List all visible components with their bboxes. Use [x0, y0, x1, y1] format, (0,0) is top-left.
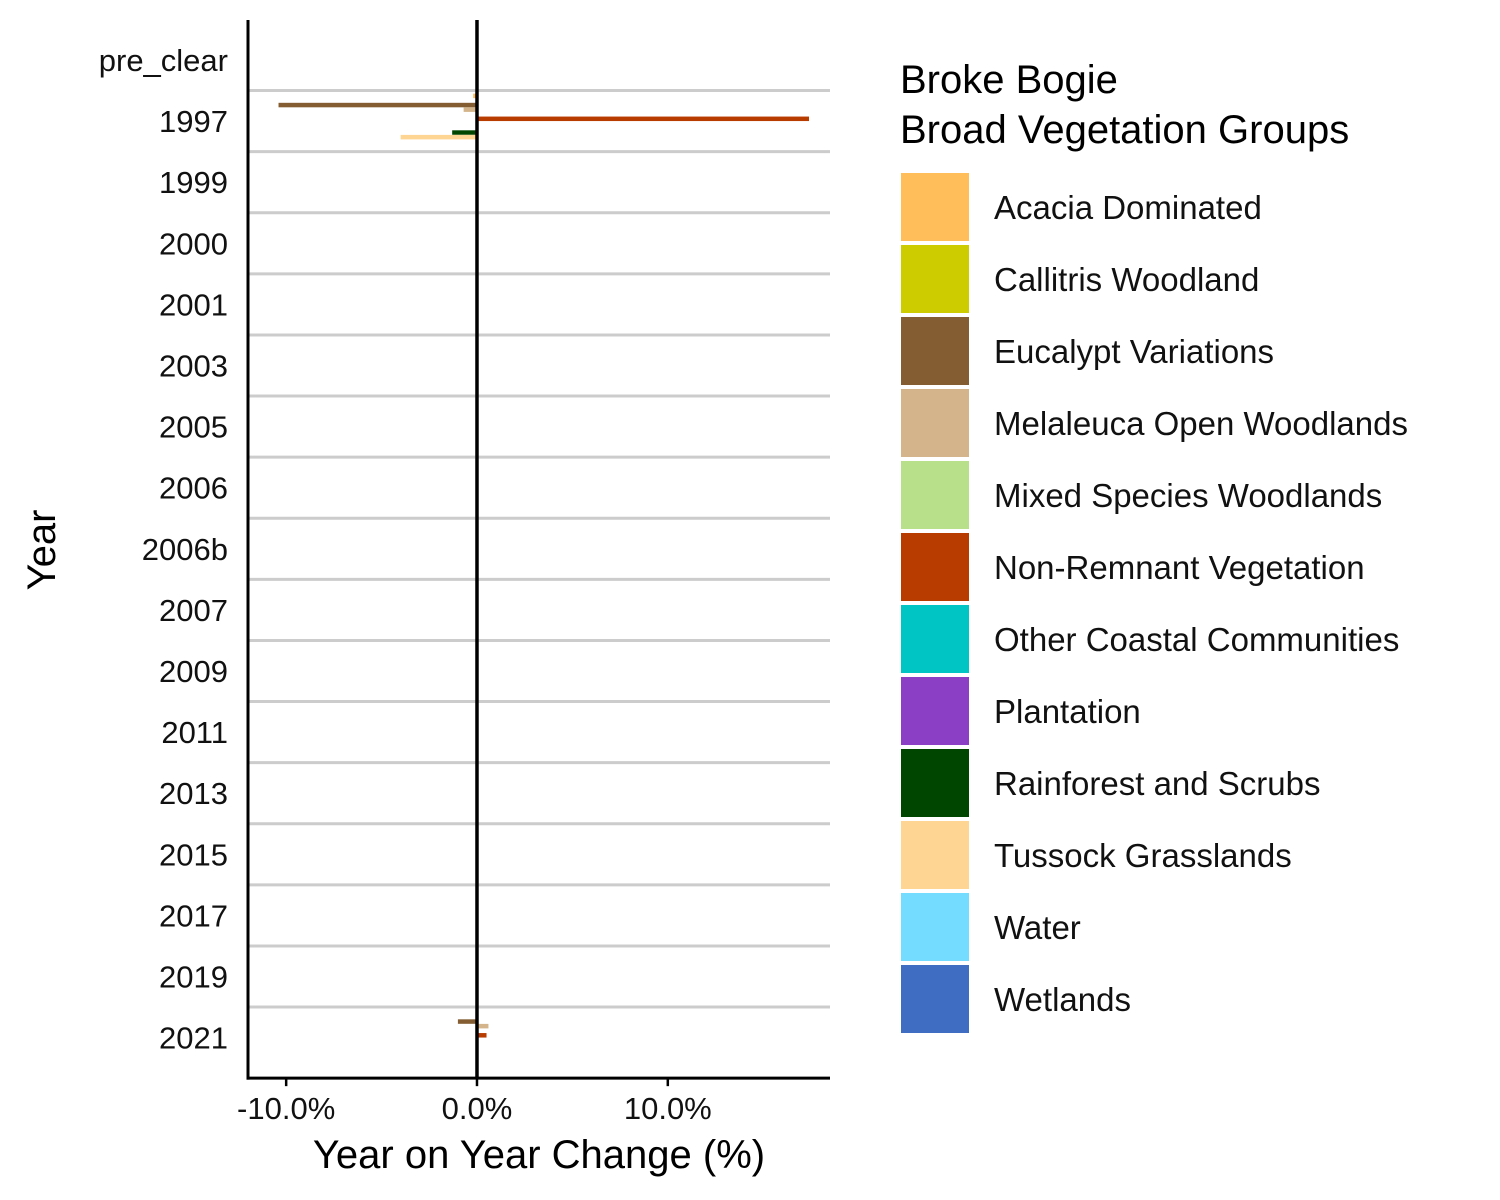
y-tick-label: 1999 — [159, 165, 228, 200]
grid-lines — [248, 89, 830, 1009]
legend-key-plantation — [899, 675, 971, 747]
legend-label-callitris-woodland: Callitris Woodland — [994, 261, 1259, 298]
y-tick-label: pre_clear — [99, 43, 228, 78]
legend-label-tussock-grasslands: Tussock Grasslands — [994, 837, 1292, 874]
bar-melaleuca-open-woodlands-1997 — [463, 107, 477, 112]
y-tick-label: 2001 — [159, 287, 228, 322]
y-tick-label: 2000 — [159, 226, 228, 261]
legend-key-acacia-dominated — [899, 171, 971, 243]
x-tick-label: 0.0% — [442, 1091, 513, 1126]
bar-melaleuca-open-woodlands-2021 — [476, 1023, 489, 1029]
bars — [278, 93, 810, 1038]
bar-eucalypt-variations-1997 — [278, 102, 477, 108]
legend-key-eucalypt-variations — [899, 315, 971, 387]
y-tick-label: 1997 — [159, 104, 228, 139]
legend-key-non-remnant-vegetation — [899, 531, 971, 603]
y-tick-label: 2006 — [159, 471, 228, 506]
legend-key-other-coastal-communities — [899, 603, 971, 675]
y-tick-label: 2009 — [159, 654, 228, 689]
y-tick-label: 2013 — [159, 776, 228, 811]
bar-acacia-dominated-1997 — [473, 93, 477, 99]
legend-label-other-coastal-communities: Other Coastal Communities — [994, 621, 1399, 658]
legend-title-line-1: Broke Bogie — [900, 58, 1118, 102]
x-axis-title: Year on Year Change (%) — [313, 1133, 765, 1177]
legend-label-plantation: Plantation — [994, 693, 1141, 730]
y-tick-label: 2019 — [159, 960, 228, 995]
y-tick-label: 2006b — [142, 532, 228, 567]
y-axis-title: Year — [20, 510, 64, 591]
legend-items: Acacia Dominated Callitris Woodland Eucaly… — [899, 171, 1408, 1035]
bar-eucalypt-variations-2021 — [457, 1019, 477, 1024]
legend-label-water: Water — [994, 909, 1081, 946]
bar-rainforest-and-scrubs-1997 — [452, 130, 477, 135]
y-tick-label: 2003 — [159, 349, 228, 384]
legend-label-melaleuca-open-woodlands: Melaleuca Open Woodlands — [994, 405, 1408, 442]
bar-tussock-grasslands-1997 — [400, 134, 477, 140]
y-tick-label: 2011 — [161, 715, 228, 750]
legend-label-rainforest-and-scrubs: Rainforest and Scrubs — [994, 765, 1321, 802]
legend-key-water — [899, 891, 971, 963]
legend-label-eucalypt-variations: Eucalypt Variations — [994, 333, 1274, 370]
legend: Broke Bogie Broad Vegetation Groups Acac… — [899, 58, 1408, 1035]
legend-label-wetlands: Wetlands — [994, 981, 1131, 1018]
legend-label-acacia-dominated: Acacia Dominated — [994, 189, 1262, 226]
y-tick-labels: pre_clear 1997 1999 2000 2001 2003 2005 2006 200… — [99, 43, 228, 1056]
legend-key-callitris-woodland — [899, 243, 971, 315]
x-tick-label: 10.0% — [624, 1091, 712, 1126]
y-tick-label: 2015 — [159, 837, 228, 872]
legend-key-wetlands — [899, 963, 971, 1035]
legend-key-mixed-species-woodlands — [899, 459, 971, 531]
y-tick-label: 2017 — [159, 898, 228, 933]
bar-non-remnant-vegetation-2021 — [476, 1033, 487, 1038]
y-tick-label: 2021 — [159, 1021, 228, 1056]
legend-key-melaleuca-open-woodlands — [899, 387, 971, 459]
bar-non-remnant-vegetation-1997 — [476, 116, 810, 122]
legend-key-rainforest-and-scrubs — [899, 747, 971, 819]
legend-label-non-remnant-vegetation: Non-Remnant Vegetation — [994, 549, 1365, 586]
y-tick-label: 2005 — [159, 410, 228, 445]
x-tick-labels: -10.0% 0.0% 10.0% — [237, 1078, 712, 1126]
legend-label-mixed-species-woodlands: Mixed Species Woodlands — [994, 477, 1382, 514]
x-tick-label: -10.0% — [237, 1091, 335, 1126]
y-tick-label: 2007 — [159, 593, 228, 628]
legend-key-tussock-grasslands — [899, 819, 971, 891]
legend-title-line-2: Broad Vegetation Groups — [900, 108, 1349, 152]
